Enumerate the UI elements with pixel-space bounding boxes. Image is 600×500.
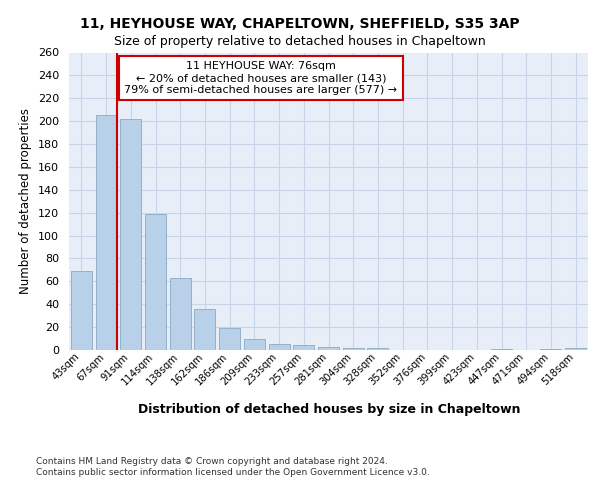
Bar xyxy=(71,271,92,350)
Text: Distribution of detached houses by size in Chapeltown: Distribution of detached houses by size … xyxy=(137,402,520,415)
Text: Size of property relative to detached houses in Chapeltown: Size of property relative to detached ho… xyxy=(114,35,486,48)
Bar xyxy=(491,349,512,350)
Bar xyxy=(343,348,364,350)
Bar xyxy=(120,119,141,350)
Bar xyxy=(170,278,191,350)
Y-axis label: Number of detached properties: Number of detached properties xyxy=(19,108,32,294)
Text: 11, HEYHOUSE WAY, CHAPELTOWN, SHEFFIELD, S35 3AP: 11, HEYHOUSE WAY, CHAPELTOWN, SHEFFIELD,… xyxy=(80,18,520,32)
Bar xyxy=(244,338,265,350)
Bar xyxy=(219,328,240,350)
Bar xyxy=(367,348,388,350)
Text: 11 HEYHOUSE WAY: 76sqm
← 20% of detached houses are smaller (143)
79% of semi-de: 11 HEYHOUSE WAY: 76sqm ← 20% of detached… xyxy=(124,62,398,94)
Bar xyxy=(145,214,166,350)
Bar xyxy=(269,344,290,350)
Bar xyxy=(293,346,314,350)
Bar xyxy=(565,348,586,350)
Bar xyxy=(541,349,562,350)
Bar xyxy=(194,309,215,350)
Bar xyxy=(318,346,339,350)
Bar xyxy=(95,116,116,350)
Text: Contains HM Land Registry data © Crown copyright and database right 2024.
Contai: Contains HM Land Registry data © Crown c… xyxy=(36,458,430,477)
